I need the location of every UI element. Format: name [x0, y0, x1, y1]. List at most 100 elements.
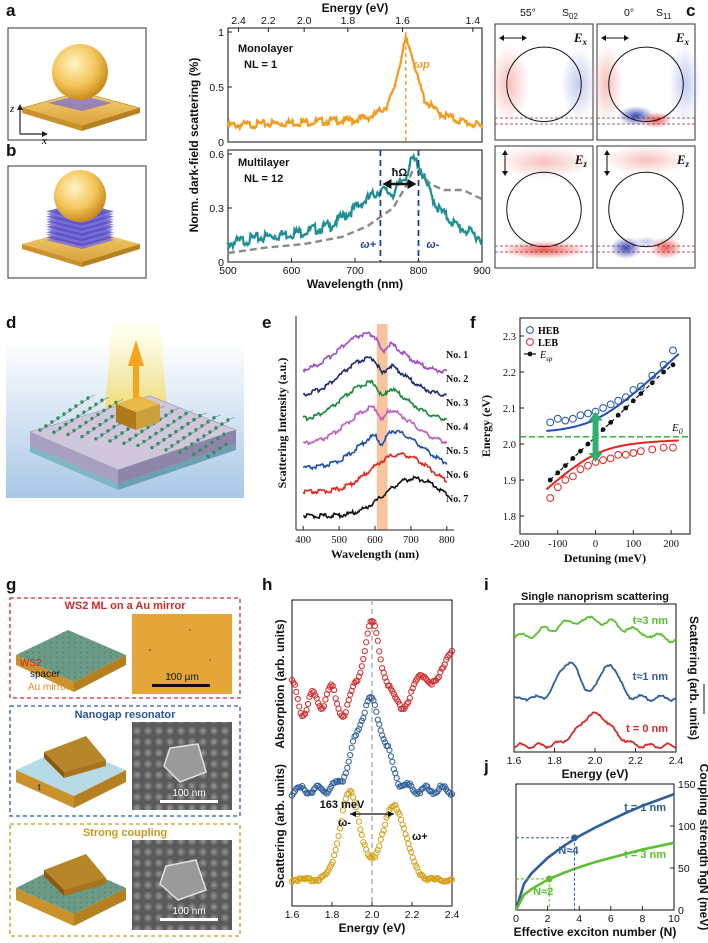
y-tick-label: 2.0 — [503, 440, 516, 451]
spectrum-point — [386, 747, 393, 754]
multilayer-point — [279, 232, 283, 236]
multilayer-point — [425, 183, 429, 187]
spectrum-point — [348, 788, 355, 796]
label-au-mirror: Au mirror — [28, 682, 70, 693]
spectrum-label: No. 2 — [446, 374, 468, 385]
polarization-arrowhead — [502, 171, 508, 176]
spectrum-point — [412, 789, 419, 797]
multilayer-point — [352, 206, 356, 210]
multilayer-point — [461, 227, 464, 231]
leb-point — [568, 472, 577, 481]
energy-tick-label: 2.4 — [445, 909, 460, 921]
spectrum-point — [293, 785, 300, 792]
multilayer-point — [443, 211, 447, 215]
monolayer-point — [226, 124, 230, 127]
series-label-3nm: t = 3 nm — [624, 849, 666, 861]
spectrum-point — [347, 691, 354, 698]
monolayer-point — [475, 120, 479, 123]
energy-tick-label: 2.2 — [628, 755, 643, 767]
rabi-arrowhead-left — [382, 179, 392, 189]
multilayer-point — [314, 232, 318, 235]
monolayer-point — [440, 115, 444, 118]
sphere-outline — [608, 46, 684, 123]
multilayer-point — [282, 232, 285, 236]
monolayer-point — [379, 109, 382, 113]
multilayer-point — [317, 230, 321, 234]
axis-label-x: x — [41, 135, 47, 147]
energy-axis-title: Energy (eV) — [322, 1, 389, 15]
ws2-bond — [225, 441, 234, 445]
spectrum-point — [363, 702, 370, 709]
leb-point — [561, 476, 570, 484]
leb-point — [584, 461, 592, 470]
multilayer-point — [305, 232, 309, 236]
spectrum-point — [406, 845, 413, 852]
spectrum-point — [380, 736, 387, 743]
multilayer-point — [467, 230, 470, 233]
field-lobe — [496, 146, 592, 178]
spectrum-point — [329, 858, 336, 866]
chart-single-nanoprism: Single nanoprism scattering 1.6 1.8 2.0 2.2 2… — [507, 591, 705, 781]
y-tick-label: 50 — [678, 863, 690, 875]
rabi-arrowhead-right — [407, 179, 417, 189]
y-tick-label: 0 — [678, 905, 684, 917]
spectrum-point — [377, 836, 384, 843]
heb-point — [599, 404, 608, 412]
multilayer-point — [253, 236, 256, 239]
multilayer-point — [367, 196, 370, 200]
esp-point — [630, 398, 636, 404]
multilayer-point — [387, 191, 391, 195]
monolayer-point — [288, 121, 291, 125]
leb-point — [553, 483, 562, 492]
esp-point — [600, 427, 606, 432]
spectrum-point — [390, 766, 397, 773]
multilayer-point — [475, 237, 479, 240]
monolayer-point — [282, 124, 285, 128]
frame-top — [227, 27, 483, 143]
illustration-monolayer: z x — [7, 27, 147, 147]
splitting-arrowhead — [588, 453, 603, 462]
spectrum-point — [331, 852, 338, 859]
spectrum-point — [322, 871, 329, 878]
mode-subscript: 02 — [569, 12, 578, 21]
e0-subscript: 0 — [679, 427, 683, 436]
frame — [519, 317, 691, 535]
spectrum-point — [328, 681, 335, 688]
spectrum-point — [357, 826, 364, 833]
y-axis-title-top: Absorption (arb. units) — [273, 619, 287, 748]
ws2-bond — [185, 410, 194, 414]
multilayer-point — [376, 191, 379, 194]
panel-label-e: e — [262, 313, 271, 332]
heb-point — [614, 396, 623, 405]
multilayer-point — [358, 204, 362, 208]
esp-point — [638, 391, 644, 396]
multilayer-point — [423, 173, 426, 176]
spectrum-point — [376, 842, 383, 850]
multilayer-point — [244, 242, 247, 246]
x-axis-title: Energy (eV) — [339, 921, 406, 935]
spectrum-point — [293, 688, 300, 695]
spectrum-point — [360, 655, 367, 663]
monolayer-point — [229, 121, 233, 125]
field-hotspot — [500, 241, 588, 259]
monolayer-point — [264, 123, 268, 127]
exciton-number-tick-label: 8 — [639, 913, 645, 925]
heb-point — [659, 360, 668, 369]
field-subscript: z — [684, 159, 689, 169]
energy-tick-label: 2.2 — [405, 909, 420, 921]
y-tick-label: 1.9 — [503, 476, 516, 487]
multilayer-point — [276, 237, 280, 241]
angle-left-label: 55° — [520, 7, 536, 19]
monolayer-point — [244, 120, 247, 124]
mode-right-label: S11 — [656, 7, 672, 21]
monolayer-point — [469, 124, 473, 127]
spectrum-point — [304, 700, 312, 708]
monolayer-sublabel: NL = 1 — [244, 59, 277, 71]
spectrum-point — [358, 717, 365, 724]
monolayer-point — [349, 117, 353, 121]
field-letter: E — [676, 152, 686, 167]
polarization-arrowhead — [601, 35, 606, 41]
sphere-outline — [506, 46, 582, 123]
multilayer-point — [273, 234, 277, 238]
spectrum-point — [409, 854, 416, 861]
